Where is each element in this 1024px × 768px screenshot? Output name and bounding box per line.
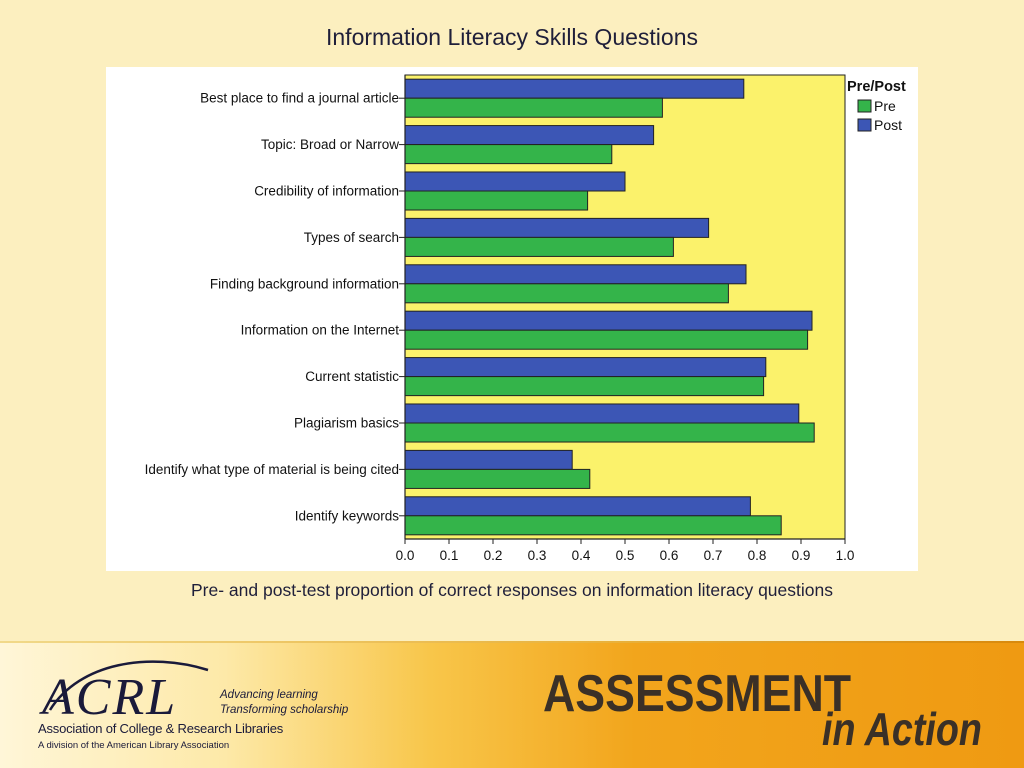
- bar-pre-9: [404, 468, 591, 489]
- bar-pre-8: [404, 422, 815, 443]
- bar-post-6: [404, 310, 813, 331]
- y-tick-label-10: Identify keywords: [295, 508, 400, 523]
- legend-label-post: Post: [874, 117, 902, 133]
- bar-pre-6: [404, 329, 809, 350]
- bar-pre-7: [404, 376, 765, 397]
- bar-pre-4: [404, 236, 674, 257]
- legend-swatch-pre: [857, 99, 872, 113]
- x-tick-label-1: 0.1: [440, 548, 459, 563]
- legend-swatch-post: [857, 118, 872, 132]
- in-action-wordmark: in Action: [822, 703, 982, 755]
- bar-post-10: [404, 496, 751, 517]
- bar-chart: Best place to find a journal article Topi…: [106, 67, 918, 571]
- y-tick-label-4: Types of search: [304, 230, 399, 245]
- bar-post-7: [404, 357, 767, 378]
- bar-pre-5: [404, 283, 729, 304]
- x-tick-label-10: 1.0: [836, 548, 855, 563]
- tagline-line-1: Advancing learning: [220, 689, 318, 701]
- bar-post-4: [404, 217, 710, 238]
- x-tick-label-8: 0.8: [748, 548, 767, 563]
- bar-post-9: [404, 449, 573, 470]
- logo-swoosh-icon: [48, 660, 209, 711]
- bar-pre-10: [404, 515, 782, 536]
- bar-post-8: [404, 403, 800, 424]
- x-tick-label-9: 0.9: [792, 548, 811, 563]
- acrl-logo: ACRL: [39, 660, 209, 724]
- bar-post-5: [404, 264, 747, 285]
- tagline-line-2: Transforming scholarship: [220, 704, 349, 716]
- slide-title: Information Literacy Skills Questions: [326, 24, 698, 50]
- bar-post-3: [404, 171, 626, 192]
- bar-pre-3: [404, 190, 589, 211]
- footer-banner: [0, 643, 1024, 768]
- bar-pre-1: [404, 97, 663, 118]
- assessment-wordmark: ASSESSMENT: [543, 665, 852, 723]
- y-tick-label-9: Identify what type of material is being …: [145, 462, 399, 477]
- x-tick-label-0: 0.0: [396, 548, 415, 563]
- y-tick-label-6: Information on the Internet: [241, 323, 400, 338]
- footer-divider: [0, 641, 1024, 644]
- x-tick-label-6: 0.6: [660, 548, 679, 563]
- x-tick-label-3: 0.3: [528, 548, 547, 563]
- chart-caption: Pre- and post-test proportion of correct…: [191, 580, 833, 600]
- bar-pre-2: [404, 144, 613, 165]
- org-division: A division of the American Library Assoc…: [38, 740, 230, 751]
- logo-text: ACRL: [39, 669, 177, 724]
- y-tick-label-3: Credibility of information: [254, 184, 399, 199]
- y-tick-label-5: Finding background information: [210, 276, 399, 291]
- y-tick-label-1: Best place to find a journal article: [200, 91, 399, 106]
- x-tick-label-5: 0.5: [616, 548, 635, 563]
- org-name: Association of College & Research Librar…: [38, 721, 284, 736]
- bar-post-2: [404, 125, 655, 146]
- y-tick-label-8: Plagiarism basics: [294, 416, 399, 431]
- bar-post-1: [404, 78, 745, 99]
- y-tick-label-7: Current statistic: [305, 369, 399, 384]
- x-tick-label-2: 0.2: [484, 548, 503, 563]
- y-tick-label-2: Topic: Broad or Narrow: [261, 137, 399, 152]
- x-tick-label-4: 0.4: [572, 548, 591, 563]
- x-tick-label-7: 0.7: [704, 548, 723, 563]
- legend-label-pre: Pre: [874, 98, 896, 114]
- chart-svg: Best place to find a journal article Topi…: [145, 74, 906, 563]
- legend-title: Pre/Post: [847, 79, 906, 95]
